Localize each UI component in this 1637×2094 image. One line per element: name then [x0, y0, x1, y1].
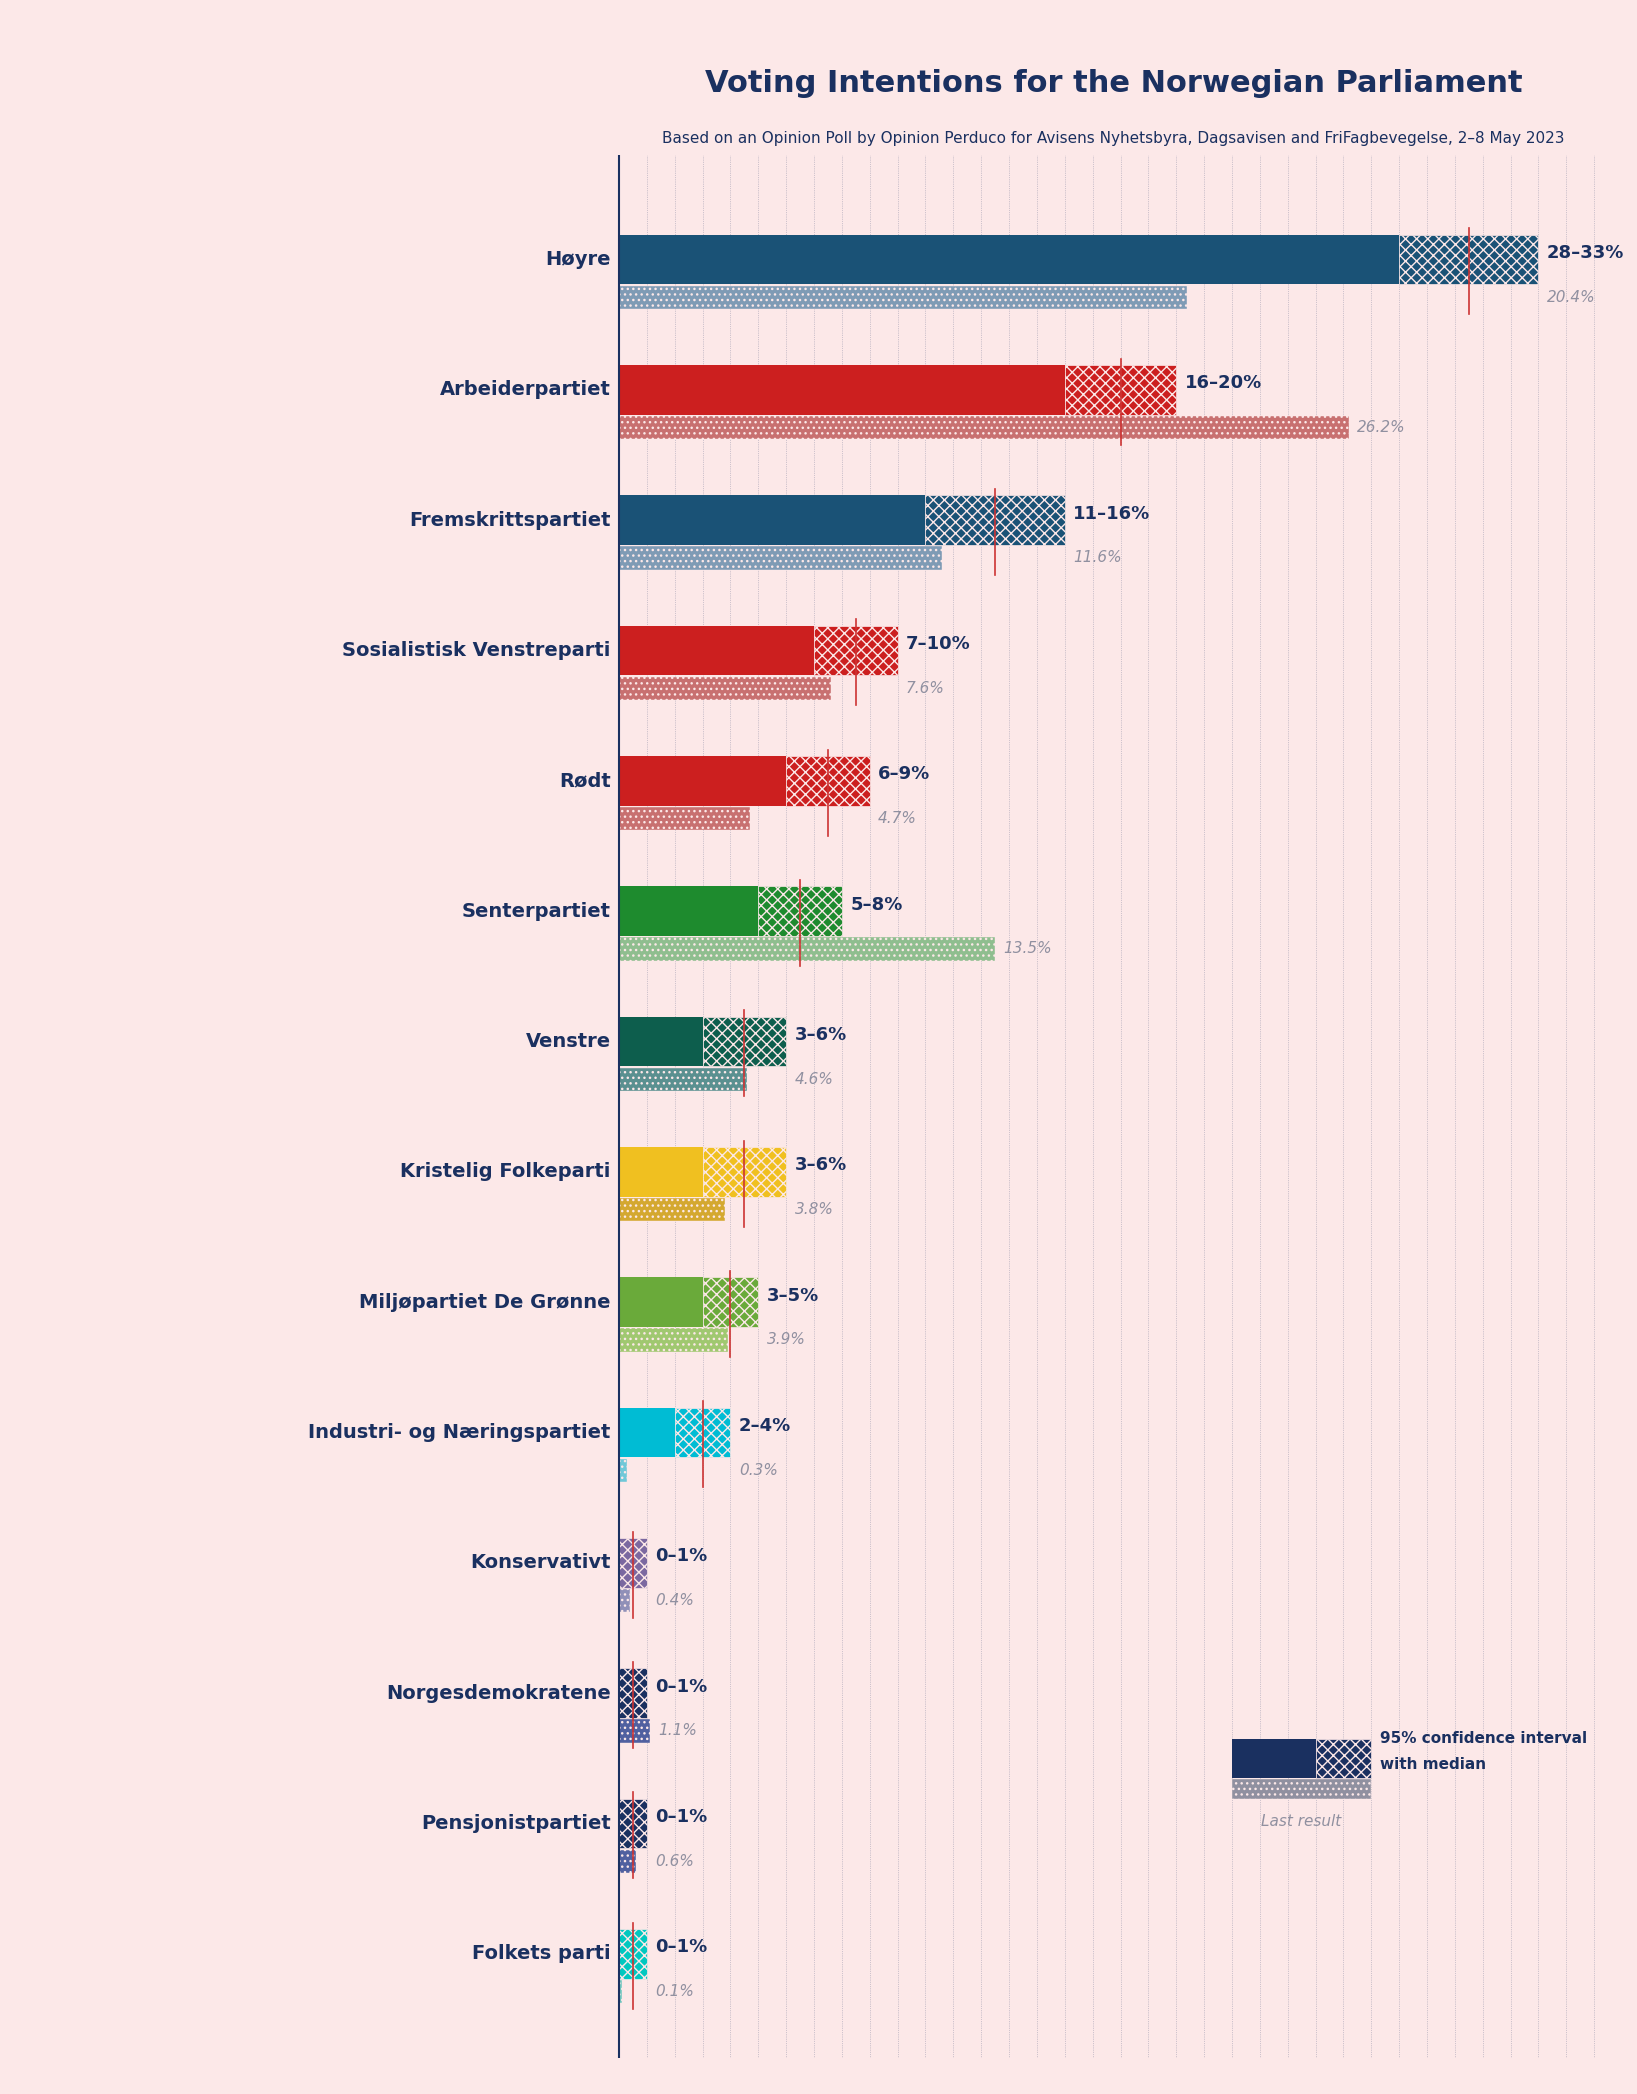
Bar	[674, 1407, 730, 1457]
Text: Rødt: Rødt	[558, 771, 611, 789]
Bar	[619, 1328, 728, 1351]
Text: 11–16%: 11–16%	[1074, 505, 1151, 524]
Bar	[619, 235, 1400, 285]
Bar	[619, 1719, 650, 1742]
Text: 0–1%: 0–1%	[655, 1939, 707, 1956]
Text: 3–6%: 3–6%	[794, 1026, 846, 1045]
Text: Voting Intentions for the Norwegian Parliament: Voting Intentions for the Norwegian Parl…	[706, 69, 1522, 98]
Text: 3–5%: 3–5%	[766, 1286, 818, 1305]
Text: 0.4%: 0.4%	[655, 1594, 694, 1608]
Text: 13.5%: 13.5%	[1003, 942, 1053, 957]
Bar	[619, 806, 750, 831]
Text: Norgesdemokratene: Norgesdemokratene	[386, 1684, 611, 1702]
Bar	[619, 1799, 647, 1849]
Text: Based on an Opinion Poll by Opinion Perduco for Avisens Nyhetsbyra, Dagsavisen a: Based on an Opinion Poll by Opinion Perd…	[663, 130, 1565, 147]
Bar	[619, 676, 830, 699]
Text: 4.6%: 4.6%	[794, 1072, 833, 1087]
Text: Konservativt: Konservativt	[470, 1554, 611, 1573]
Text: 0–1%: 0–1%	[655, 1807, 707, 1826]
Bar	[619, 756, 786, 806]
Bar	[619, 1669, 647, 1717]
Text: Fremskrittspartiet: Fremskrittspartiet	[409, 511, 611, 530]
Bar	[702, 1277, 758, 1328]
Bar	[758, 886, 841, 936]
Bar	[619, 626, 814, 674]
Bar	[619, 886, 758, 936]
Text: 11.6%: 11.6%	[1074, 551, 1121, 565]
Text: Miljøpartiet De Grønne: Miljøpartiet De Grønne	[359, 1292, 611, 1311]
Text: 3.8%: 3.8%	[794, 1202, 833, 1217]
Bar	[702, 1148, 786, 1196]
Text: 0–1%: 0–1%	[655, 1547, 707, 1566]
Text: 3–6%: 3–6%	[794, 1156, 846, 1175]
Text: 0.1%: 0.1%	[655, 1985, 694, 2000]
Bar	[619, 417, 1349, 440]
Bar	[619, 1979, 622, 2004]
Bar	[925, 496, 1064, 544]
Bar	[619, 1929, 647, 1979]
Text: Kristelig Folkeparti: Kristelig Folkeparti	[401, 1162, 611, 1181]
Text: 0–1%: 0–1%	[655, 1677, 707, 1696]
Text: 0.6%: 0.6%	[655, 1853, 694, 1868]
Bar	[619, 1849, 635, 1872]
Text: 4.7%: 4.7%	[877, 810, 917, 827]
Bar	[619, 1277, 702, 1328]
Bar	[619, 1018, 702, 1066]
Text: 7.6%: 7.6%	[905, 681, 945, 695]
Text: 16–20%: 16–20%	[1185, 375, 1262, 392]
Bar	[619, 938, 995, 961]
Bar	[619, 1198, 725, 1221]
Text: Venstre: Venstre	[525, 1032, 611, 1051]
Text: 7–10%: 7–10%	[905, 634, 971, 653]
Bar	[619, 285, 1187, 310]
Text: Pensjonistpartiet: Pensjonistpartiet	[421, 1813, 611, 1832]
Bar	[619, 1407, 674, 1457]
Text: 0.3%: 0.3%	[738, 1464, 778, 1478]
Text: 26.2%: 26.2%	[1357, 421, 1406, 436]
Bar	[1064, 364, 1177, 415]
Text: Folkets parti: Folkets parti	[471, 1945, 611, 1964]
Text: Arbeiderpartiet: Arbeiderpartiet	[440, 381, 611, 400]
Bar	[619, 496, 925, 544]
Bar	[786, 756, 869, 806]
Text: Høyre: Høyre	[545, 249, 611, 268]
Text: 95% confidence interval: 95% confidence interval	[1380, 1732, 1586, 1746]
Text: 28–33%: 28–33%	[1547, 243, 1624, 262]
Text: 1.1%: 1.1%	[658, 1723, 697, 1738]
Text: Senterpartiet: Senterpartiet	[462, 903, 611, 921]
Text: 6–9%: 6–9%	[877, 764, 930, 783]
Bar	[619, 547, 943, 570]
Bar	[619, 1068, 746, 1091]
Bar	[1400, 235, 1539, 285]
Bar	[1233, 1738, 1316, 1778]
Bar	[1233, 1780, 1372, 1799]
Bar	[1316, 1738, 1372, 1778]
Bar	[619, 364, 1064, 415]
Bar	[619, 1460, 627, 1483]
Text: with median: with median	[1380, 1757, 1486, 1772]
Text: Industri- og Næringspartiet: Industri- og Næringspartiet	[308, 1424, 611, 1443]
Text: Sosialistisk Venstreparti: Sosialistisk Venstreparti	[342, 641, 611, 660]
Text: 20.4%: 20.4%	[1547, 289, 1596, 306]
Bar	[619, 1148, 702, 1196]
Text: 3.9%: 3.9%	[766, 1332, 805, 1346]
Text: Last result: Last result	[1262, 1813, 1342, 1828]
Bar	[814, 626, 897, 674]
Text: 5–8%: 5–8%	[850, 896, 902, 913]
Bar	[619, 1589, 630, 1612]
Bar	[702, 1018, 786, 1066]
Text: 2–4%: 2–4%	[738, 1418, 791, 1434]
Bar	[619, 1537, 647, 1587]
